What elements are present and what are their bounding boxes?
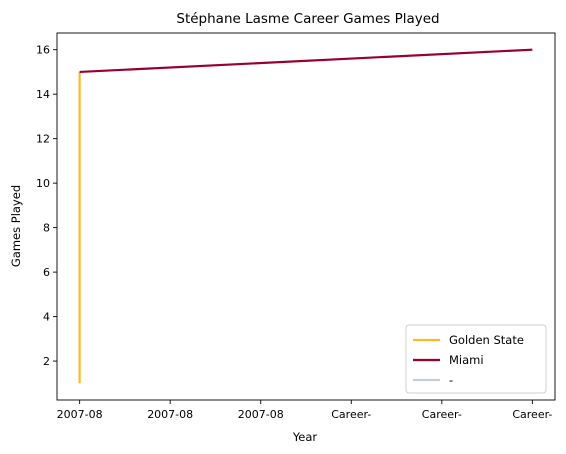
legend-entry: Miami bbox=[449, 353, 484, 367]
y-tick-label: 14 bbox=[36, 88, 50, 101]
legend: Golden State Miami - bbox=[405, 324, 547, 394]
y-tick-label: 12 bbox=[36, 133, 50, 146]
x-tick-label: 2007-08 bbox=[238, 408, 284, 421]
y-axis-label: Games Played bbox=[9, 185, 23, 267]
legend-entry: - bbox=[449, 373, 453, 387]
axes-frame bbox=[56, 32, 556, 401]
y-tick-label: 4 bbox=[43, 311, 50, 324]
x-tick-label: Career- bbox=[512, 408, 552, 421]
y-tick-label: 2 bbox=[43, 355, 50, 368]
series-line-1 bbox=[79, 48, 533, 74]
y-tick-label: 8 bbox=[43, 222, 50, 235]
plot-area bbox=[78, 48, 533, 384]
x-tick-label: 2007-08 bbox=[147, 408, 193, 421]
x-axis: 2007-08 2007-08 2007-08 Career- Career- Caree… bbox=[57, 400, 552, 421]
chart-title: Stéphane Lasme Career Games Played bbox=[176, 11, 439, 27]
x-tick-label: 2007-08 bbox=[57, 408, 103, 421]
x-tick-label: Career- bbox=[331, 408, 371, 421]
legend-box bbox=[405, 324, 547, 394]
y-tick-label: 6 bbox=[43, 266, 50, 279]
y-tick-label: 10 bbox=[36, 177, 50, 190]
x-axis-label: Year bbox=[292, 430, 318, 444]
x-tick-label: Career- bbox=[422, 408, 462, 421]
y-tick-label: 16 bbox=[36, 44, 50, 57]
y-axis: 2 4 6 8 10 12 14 16 bbox=[36, 44, 57, 368]
legend-entry: Golden State bbox=[449, 333, 524, 347]
